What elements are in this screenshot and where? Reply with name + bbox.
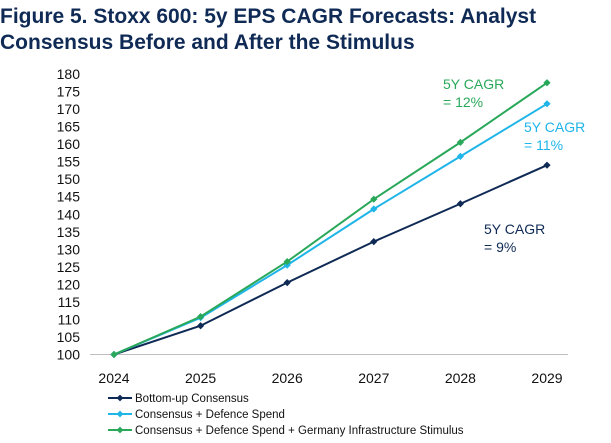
data-point [543,79,551,87]
x-tick-label: 2026 [272,370,303,386]
y-tick-label: 125 [57,259,81,275]
y-tick-label: 145 [57,189,81,205]
y-tick-label: 160 [57,136,81,152]
cagr-annotation: 5Y CAGR [484,221,545,237]
y-tick-label: 170 [57,101,81,117]
x-tick-label: 2028 [445,370,476,386]
data-point [370,205,378,213]
y-tick-label: 140 [57,206,81,222]
x-tick-label: 2027 [358,370,389,386]
data-point [370,195,378,203]
y-tick-label: 105 [57,329,81,345]
cagr-annotation: 5Y CAGR [443,76,504,92]
y-tick-label: 165 [57,119,81,135]
y-tick-label: 115 [58,294,81,310]
y-tick-label: 155 [57,154,81,170]
legend-label: Consensus + Defence Spend [135,409,285,421]
data-point [110,350,118,359]
data-point [370,237,378,246]
legend-label: Bottom-up Consensus [135,393,249,405]
data-point [456,138,464,146]
data-point [456,152,464,160]
data-point [543,100,551,108]
data-point [197,313,205,321]
series-line [113,164,548,356]
legend-label: Consensus + Defence Spend + Germany Infr… [135,425,464,437]
series-line [113,81,548,356]
chart-title: Figure 5. Stoxx 600: 5y EPS CAGR Forecas… [0,5,537,54]
legend-marker [116,426,124,434]
y-tick-label: 135 [57,224,81,240]
legend-marker [116,394,124,402]
cagr-annotation-value: = 9% [484,239,516,255]
y-tick-label: 175 [57,84,81,100]
y-tick-label: 110 [58,311,81,327]
y-tick-label: 120 [57,276,81,292]
y-tick-label: 130 [57,241,81,257]
x-tick-label: 2029 [531,370,562,386]
data-point [283,279,291,287]
data-point [456,200,464,208]
x-tick-label: 2025 [185,370,216,386]
data-point [543,161,551,169]
x-tick-label: 2024 [98,370,129,386]
cagr-annotation-value: = 12% [443,94,483,110]
y-tick-label: 180 [57,66,81,82]
y-tick-label: 100 [57,347,81,363]
data-point [283,257,291,266]
data-point [197,322,205,330]
y-tick-label: 150 [57,171,81,187]
legend-marker [116,410,124,418]
cagr-annotation: 5Y CAGR [524,119,585,135]
cagr-annotation-value: = 11% [524,137,563,153]
